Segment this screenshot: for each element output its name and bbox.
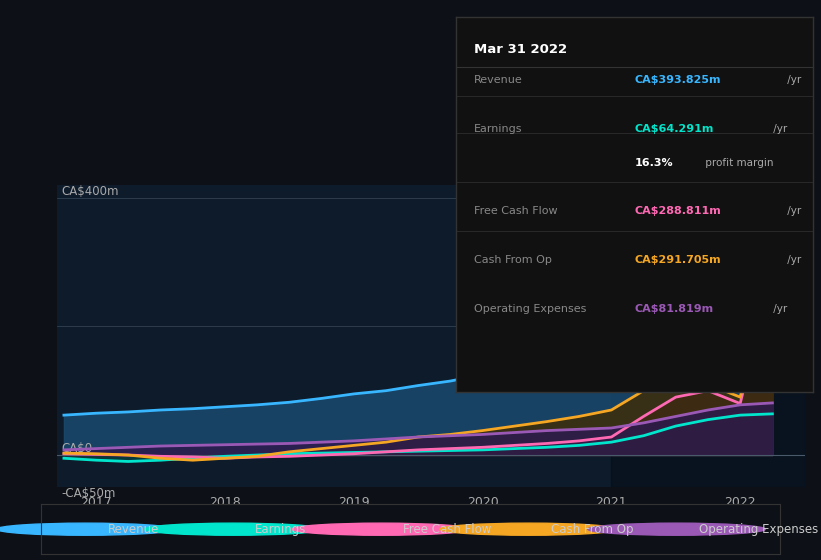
Text: CA$393.825m: CA$393.825m	[635, 75, 721, 85]
Text: /yr: /yr	[783, 75, 800, 85]
Text: -CA$50m: -CA$50m	[62, 487, 116, 500]
Text: CA$64.291m: CA$64.291m	[635, 124, 713, 134]
Text: Free Cash Flow: Free Cash Flow	[474, 206, 557, 216]
Text: CA$81.819m: CA$81.819m	[635, 304, 713, 314]
Text: Cash From Op: Cash From Op	[551, 522, 633, 536]
Text: Revenue: Revenue	[108, 522, 159, 536]
Text: Earnings: Earnings	[474, 124, 522, 134]
Text: 16.3%: 16.3%	[635, 157, 673, 167]
Text: Operating Expenses: Operating Expenses	[474, 304, 586, 314]
Text: CA$0: CA$0	[62, 442, 92, 455]
Text: Free Cash Flow: Free Cash Flow	[403, 522, 492, 536]
Circle shape	[144, 523, 322, 535]
Text: CA$400m: CA$400m	[62, 185, 119, 198]
Text: CA$291.705m: CA$291.705m	[635, 255, 721, 265]
Bar	[612, 185, 805, 487]
Text: Cash From Op: Cash From Op	[474, 255, 552, 265]
Text: /yr: /yr	[783, 255, 800, 265]
Text: Earnings: Earnings	[255, 522, 307, 536]
Text: /yr: /yr	[783, 206, 800, 216]
Circle shape	[292, 523, 470, 535]
Text: Revenue: Revenue	[474, 75, 522, 85]
Circle shape	[440, 523, 617, 535]
Text: Mar 31 2022: Mar 31 2022	[474, 43, 566, 56]
Circle shape	[588, 523, 765, 535]
Circle shape	[0, 523, 174, 535]
Text: /yr: /yr	[770, 124, 787, 134]
Text: CA$288.811m: CA$288.811m	[635, 206, 721, 216]
Text: /yr: /yr	[770, 304, 787, 314]
Text: Operating Expenses: Operating Expenses	[699, 522, 818, 536]
Text: profit margin: profit margin	[702, 157, 773, 167]
